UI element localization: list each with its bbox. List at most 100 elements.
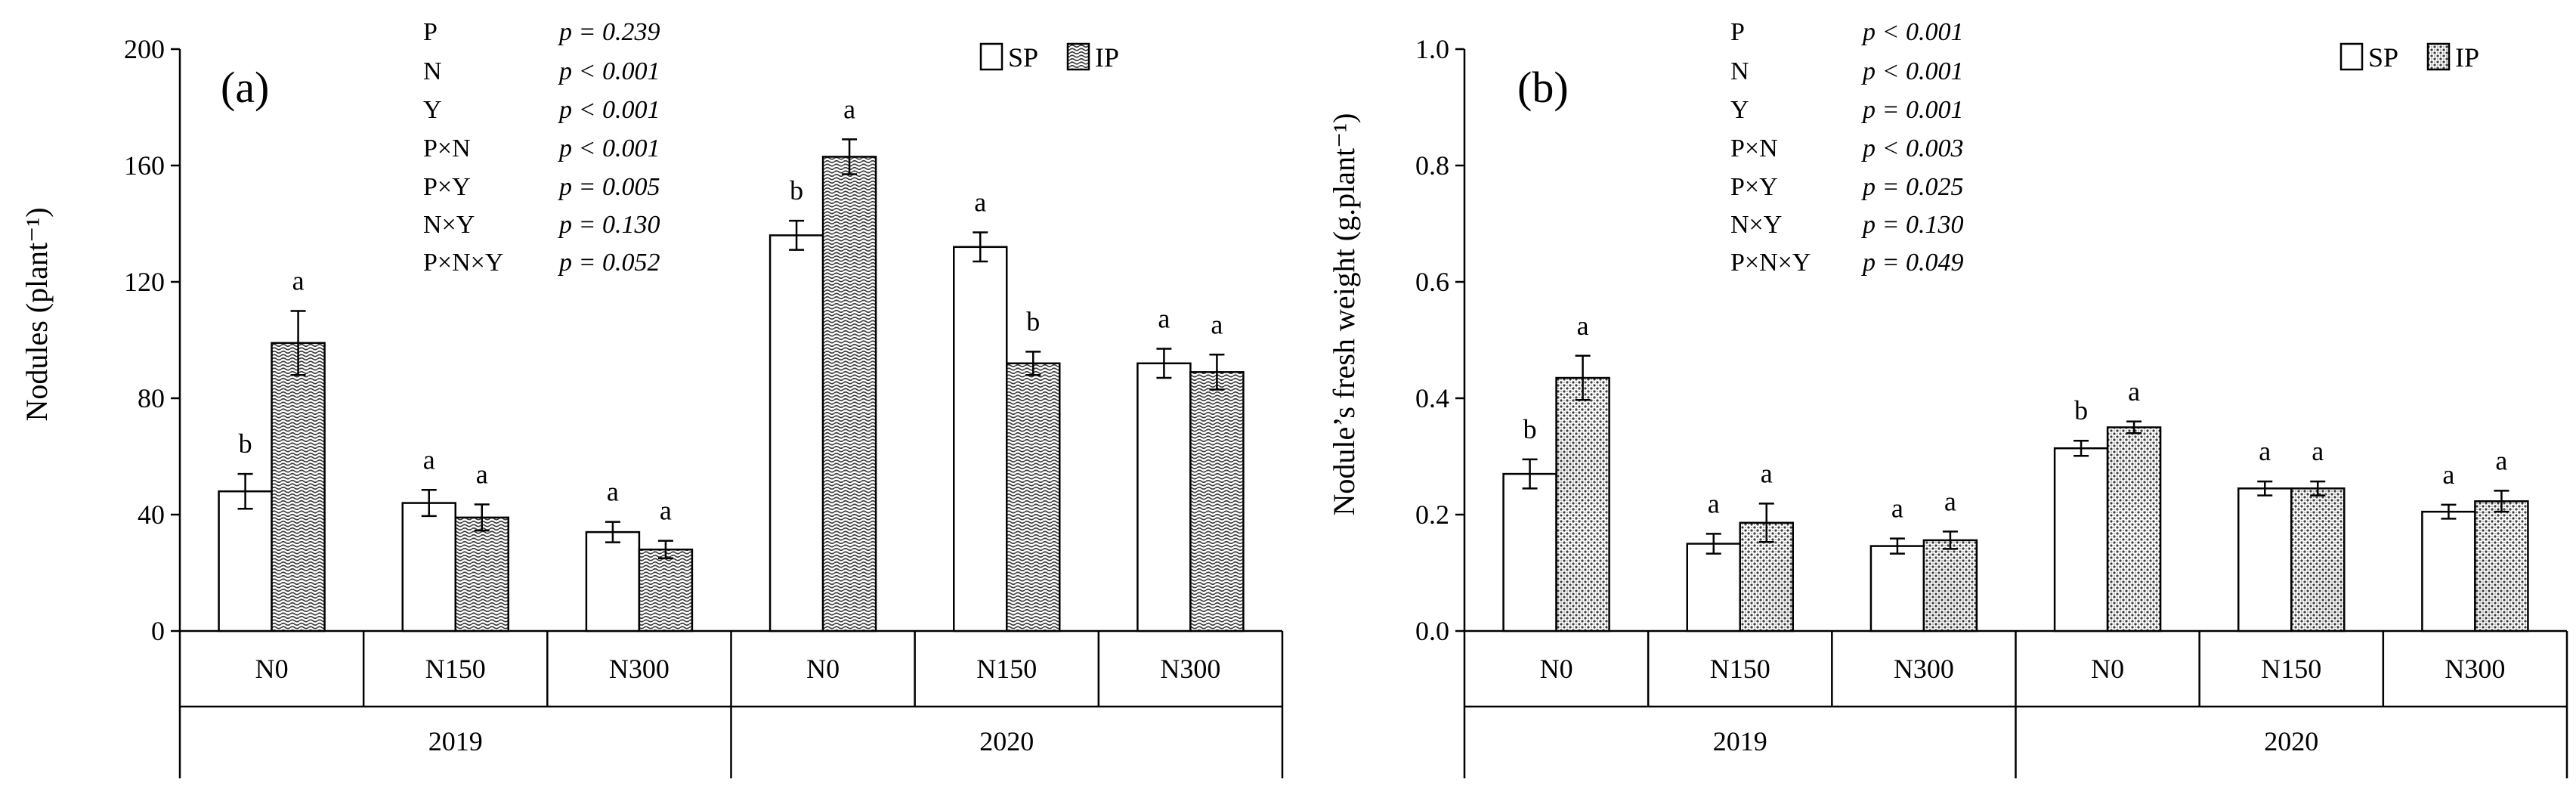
significance-letter: a — [1158, 304, 1170, 334]
bar-sp — [401, 502, 456, 633]
significance-letter: b — [239, 428, 252, 459]
y-tick-label: 1.0 — [1415, 34, 1449, 64]
significance-letter: a — [2128, 376, 2140, 407]
y-tick-label: 0 — [151, 616, 165, 646]
bar-sp — [1502, 472, 1557, 633]
y-tick-label: 160 — [124, 150, 165, 181]
stat-term: P×N — [423, 135, 471, 162]
bar-ip — [1189, 371, 1245, 633]
bar-sp — [1869, 545, 1925, 633]
y-tick-label: 0.0 — [1415, 616, 1449, 646]
legend-label-sp: SP — [1008, 42, 1038, 73]
bar-sp — [1136, 362, 1192, 633]
y-tick-label: 200 — [124, 34, 165, 64]
significance-letter: a — [1708, 488, 1720, 518]
legend-swatch-sp — [979, 42, 1003, 71]
y-tick-label: 0.8 — [1415, 150, 1449, 181]
y-tick-label: 120 — [124, 267, 165, 297]
legend-a: SP IP — [979, 42, 1119, 73]
panel-a: (a) Nodules (plant⁻¹) P p = 0.239 N p < … — [20, 18, 1284, 778]
stat-p: p < 0.001 — [1861, 18, 1963, 46]
significance-letter: a — [1211, 309, 1223, 339]
bar-sp — [2421, 510, 2476, 633]
significance-letter: a — [2495, 445, 2507, 475]
significance-letter: a — [292, 266, 305, 296]
stat-term: Y — [423, 96, 442, 124]
legend-label-sp: SP — [2368, 42, 2398, 73]
y-axis-label-a: Nodules (plant⁻¹) — [20, 207, 54, 421]
legend-swatch-ip — [2426, 42, 2451, 71]
stat-p: p = 0.130 — [558, 211, 660, 239]
legend-label-ip: IP — [2455, 42, 2479, 73]
group-label: 2020 — [2264, 726, 2318, 756]
bar-sp — [585, 530, 641, 633]
stat-term: N×Y — [423, 211, 475, 239]
significance-letter: a — [1944, 486, 1956, 516]
bar-sp — [2237, 487, 2293, 633]
bar-ip — [1922, 539, 1978, 633]
y-axis-label-b: Nodule’s fresh weight (g.plant⁻¹) — [1327, 113, 1361, 516]
stat-term: N — [423, 57, 442, 85]
significance-letter: a — [476, 459, 488, 490]
group-label: 2019 — [1713, 726, 1767, 756]
stat-term: Y — [1730, 96, 1749, 124]
bar-ip — [271, 342, 326, 633]
bar-ip — [2474, 500, 2529, 633]
category-label: N0 — [806, 654, 840, 684]
stat-term: P×N — [1730, 135, 1778, 162]
significance-letter: a — [843, 94, 855, 124]
category-label: N0 — [255, 654, 289, 684]
significance-letter: a — [1761, 458, 1773, 488]
group-label: 2020 — [979, 726, 1034, 756]
bar-ip — [2106, 426, 2162, 633]
stat-p: p = 0.005 — [558, 173, 660, 201]
category-label: N300 — [609, 654, 670, 684]
stat-term: N — [1730, 57, 1749, 85]
category-label: N150 — [976, 654, 1037, 684]
stats-table-b: P p < 0.001 N p < 0.001 Y p = 0.001 P×N … — [1730, 18, 1963, 277]
stat-p: p = 0.001 — [1861, 96, 1963, 124]
stat-p: p = 0.239 — [558, 18, 660, 46]
y-tick-label: 80 — [138, 383, 165, 413]
category-label: N150 — [2261, 654, 2321, 684]
significance-letter: b — [2074, 395, 2088, 425]
panel-b: (b) Nodule’s fresh weight (g.plant⁻¹) P … — [1327, 18, 2568, 778]
legend-label-ip: IP — [1095, 42, 1119, 73]
stat-p: p < 0.001 — [558, 57, 660, 85]
bar-sp — [953, 246, 1008, 633]
y-tick-label: 0.4 — [1415, 383, 1449, 413]
stat-term: P×N×Y — [1730, 249, 1811, 277]
stat-p: p = 0.025 — [1861, 173, 1963, 201]
stat-term: P×Y — [423, 173, 471, 201]
group-label: 2019 — [428, 726, 483, 756]
significance-letter: a — [2442, 459, 2454, 490]
stat-p: p = 0.049 — [1861, 249, 1963, 277]
panel-label-b: (b) — [1517, 63, 1569, 112]
category-label: N150 — [425, 654, 486, 684]
bar-ip — [1006, 362, 1061, 633]
significance-letter: a — [423, 444, 435, 475]
stat-term: N×Y — [1730, 211, 1782, 239]
bar-sp — [768, 234, 824, 633]
significance-letter: b — [1523, 414, 1537, 444]
stat-p: p < 0.001 — [558, 135, 660, 162]
significance-letter: a — [2312, 436, 2324, 466]
category-label: N0 — [1540, 654, 1573, 684]
significance-letter: a — [660, 496, 672, 526]
stat-term: P×Y — [1730, 173, 1778, 201]
bar-sp — [1686, 543, 1741, 633]
bar-ip — [821, 156, 877, 633]
significance-letter: a — [1577, 311, 1589, 341]
significance-letter: a — [1891, 493, 1903, 524]
bar-ip — [1555, 376, 1610, 633]
panel-label-a: (a) — [221, 63, 269, 112]
significance-letter: b — [1026, 306, 1040, 336]
y-tick-label: 0.6 — [1415, 267, 1449, 297]
y-tick-label: 40 — [138, 500, 165, 530]
significance-letter: b — [790, 175, 803, 206]
category-label: N150 — [1710, 654, 1770, 684]
significance-letter: a — [607, 477, 619, 507]
stats-table-a: P p = 0.239 N p < 0.001 Y p < 0.001 P×N … — [423, 18, 660, 277]
significance-letter: a — [2259, 436, 2271, 466]
